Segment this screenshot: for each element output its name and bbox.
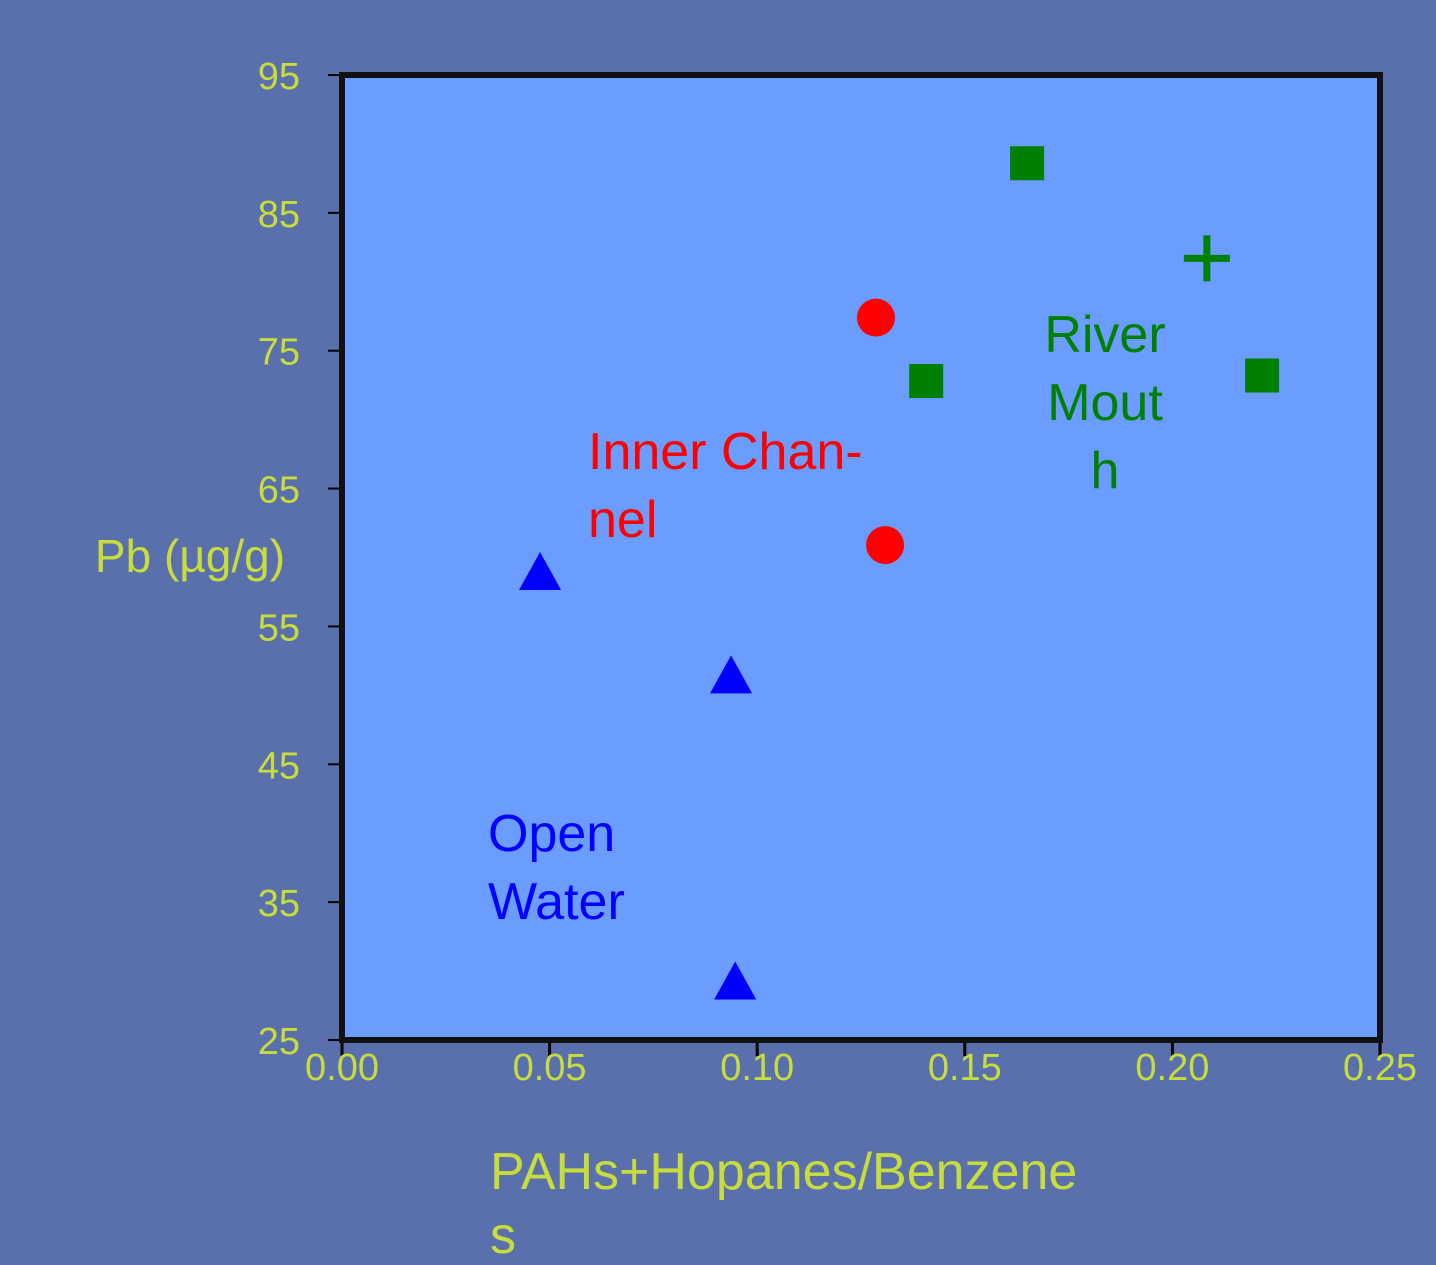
y-tick-label: 75 xyxy=(258,332,300,374)
y-axis-label: Pb (µg/g) xyxy=(95,530,285,582)
x-tick-label: 0.25 xyxy=(1343,1047,1417,1089)
y-tick-label: 65 xyxy=(258,470,300,512)
triangle-point xyxy=(714,961,757,1000)
circle-point xyxy=(856,298,895,337)
annotation: Inner Chan-nel xyxy=(588,423,863,549)
square-point xyxy=(909,364,944,399)
y-tick-label: 35 xyxy=(258,883,300,925)
triangle-point xyxy=(519,552,562,591)
y-tick-label: 85 xyxy=(258,194,300,236)
annotation: Open Water xyxy=(488,805,625,931)
y-tick-label: 25 xyxy=(258,1021,300,1063)
plot-frame xyxy=(339,72,1383,1043)
x-tick-label: 0.20 xyxy=(1135,1047,1209,1089)
x-tick-label: 0.00 xyxy=(305,1047,379,1089)
x-tick-label: 0.10 xyxy=(720,1047,794,1089)
square-point xyxy=(1010,146,1045,181)
x-tick-label: 0.05 xyxy=(513,1047,587,1089)
triangle-point xyxy=(710,655,753,694)
x-tick-label: 0.15 xyxy=(928,1047,1002,1089)
annotation: River Mout h xyxy=(1044,306,1165,500)
y-tick-label: 45 xyxy=(258,745,300,787)
square-point xyxy=(1245,358,1280,393)
x-axis-label: PAHs+Hopanes/Benzene s xyxy=(490,1143,1077,1265)
y-tick-label: 55 xyxy=(258,607,300,649)
y-tick-label: 95 xyxy=(258,56,300,98)
circle-point xyxy=(866,526,905,565)
plus-point xyxy=(1183,235,1230,282)
